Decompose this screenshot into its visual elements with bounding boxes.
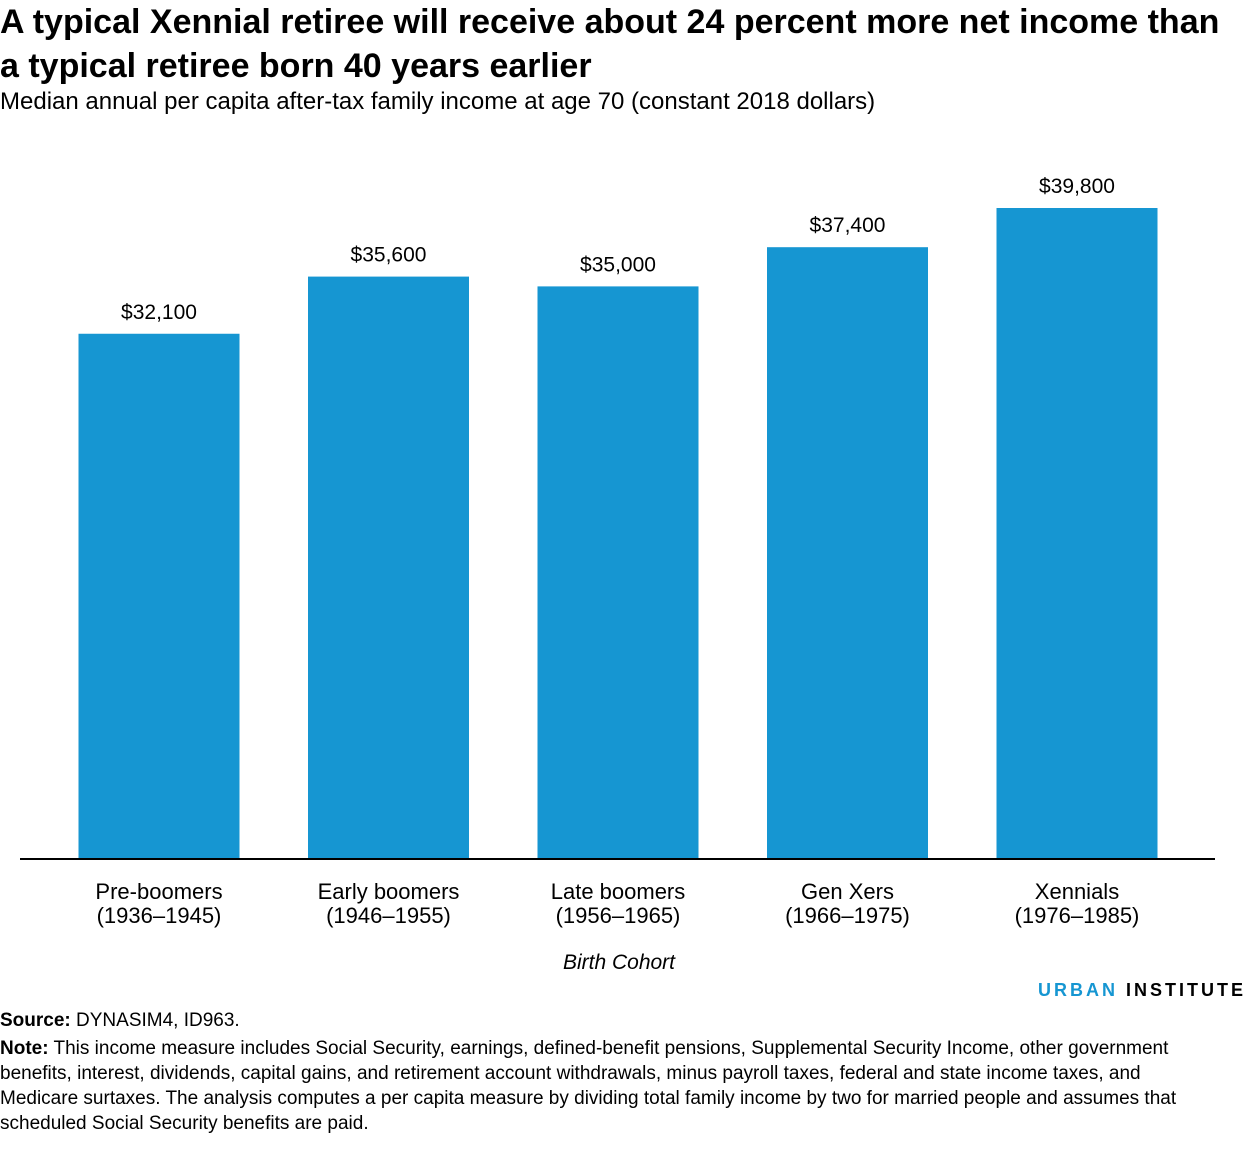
category-years-2: (1956–1965) — [556, 903, 681, 928]
bar-2 — [537, 286, 699, 858]
chart-title: A typical Xennial retiree will receive a… — [0, 3, 1220, 85]
note-label: Note: — [0, 1038, 49, 1059]
bar-0 — [78, 333, 240, 858]
category-label-0: Pre-boomers — [95, 879, 222, 904]
value-label-3: $37,400 — [810, 214, 886, 237]
category-label-3: Gen Xers — [801, 879, 894, 904]
chart-subtitle: Median annual per capita after-tax famil… — [0, 88, 876, 115]
urban-institute-logo: URBAN INSTITUTE — [1038, 980, 1246, 1001]
category-years-1: (1946–1955) — [326, 903, 451, 928]
bar-3 — [767, 247, 928, 858]
category-label-2: Late boomers — [551, 879, 686, 904]
bar-chart: $32,100 Pre-boomers(1936–1945) $35,600 Earl… — [20, 175, 1215, 974]
category-years-3: (1966–1975) — [785, 903, 910, 928]
brand-institute: INSTITUTE — [1126, 980, 1246, 1000]
source-note: Source: DYNASIM4, ID963. — [0, 1008, 1240, 1033]
bar-1 — [308, 276, 469, 858]
value-label-2: $35,000 — [580, 253, 656, 276]
value-label-4: $39,800 — [1039, 175, 1115, 198]
methodology-note: Note: This income measure includes Socia… — [0, 1036, 1220, 1136]
note-text: This income measure includes Social Secu… — [0, 1038, 1177, 1134]
category-label-1: Early boomers — [318, 879, 460, 904]
category-years-4: (1976–1985) — [1015, 903, 1140, 928]
brand-urban: URBAN — [1037, 980, 1118, 1000]
source-text: DYNASIM4, ID963. — [70, 1010, 240, 1031]
value-label-1: $35,600 — [351, 244, 427, 267]
category-years-0: (1936–1945) — [97, 903, 222, 928]
x-axis-title: Birth Cohort — [563, 951, 676, 974]
category-label-4: Xennials — [1035, 879, 1119, 904]
bar-4 — [996, 208, 1158, 858]
value-label-0: $32,100 — [121, 301, 197, 324]
source-label: Source: — [0, 1010, 71, 1031]
